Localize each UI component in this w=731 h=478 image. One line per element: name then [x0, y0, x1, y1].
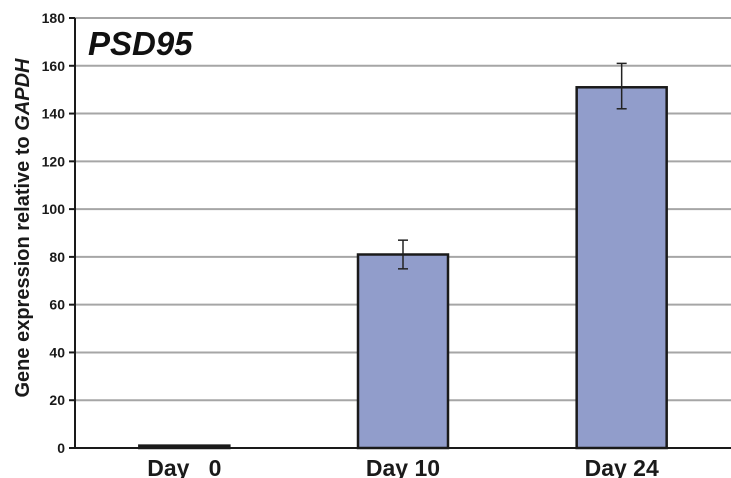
y-axis-title: Gene expression relative to GAPDH: [12, 58, 34, 398]
x-axis-labels: Day 0 Day 10 Day 24: [147, 455, 659, 478]
error-bar: [398, 239, 408, 270]
y-tick-label: 20: [49, 392, 65, 408]
y-axis-title-gene: GAPDH: [12, 58, 34, 131]
x-category-label: Day 0: [147, 455, 221, 478]
y-tick-label: 80: [49, 249, 65, 265]
y-tick-label: 40: [49, 344, 65, 360]
x-category-label: Day 24: [585, 455, 659, 478]
error-bars: [398, 62, 627, 270]
y-axis-title-prefix: Gene expression relative to: [12, 131, 34, 398]
y-tick-label: 180: [42, 10, 66, 26]
y-tick-label: 100: [42, 201, 66, 217]
y-tick-label: 0: [57, 440, 65, 456]
error-bar: [616, 62, 627, 110]
bar: [356, 253, 450, 450]
y-axis-ticks: 0 20 40 60 80 100 120 140 160 180: [42, 10, 75, 456]
y-tick-label: 120: [42, 153, 66, 169]
y-tick-label: 140: [42, 106, 66, 122]
y-tick-label: 160: [42, 58, 66, 74]
chart-title: PSD95: [88, 25, 193, 62]
bar: [575, 86, 668, 450]
x-category-label: Day 10: [366, 455, 440, 478]
y-tick-label: 60: [49, 297, 65, 313]
gridlines: [75, 17, 731, 402]
bars: [138, 86, 668, 450]
